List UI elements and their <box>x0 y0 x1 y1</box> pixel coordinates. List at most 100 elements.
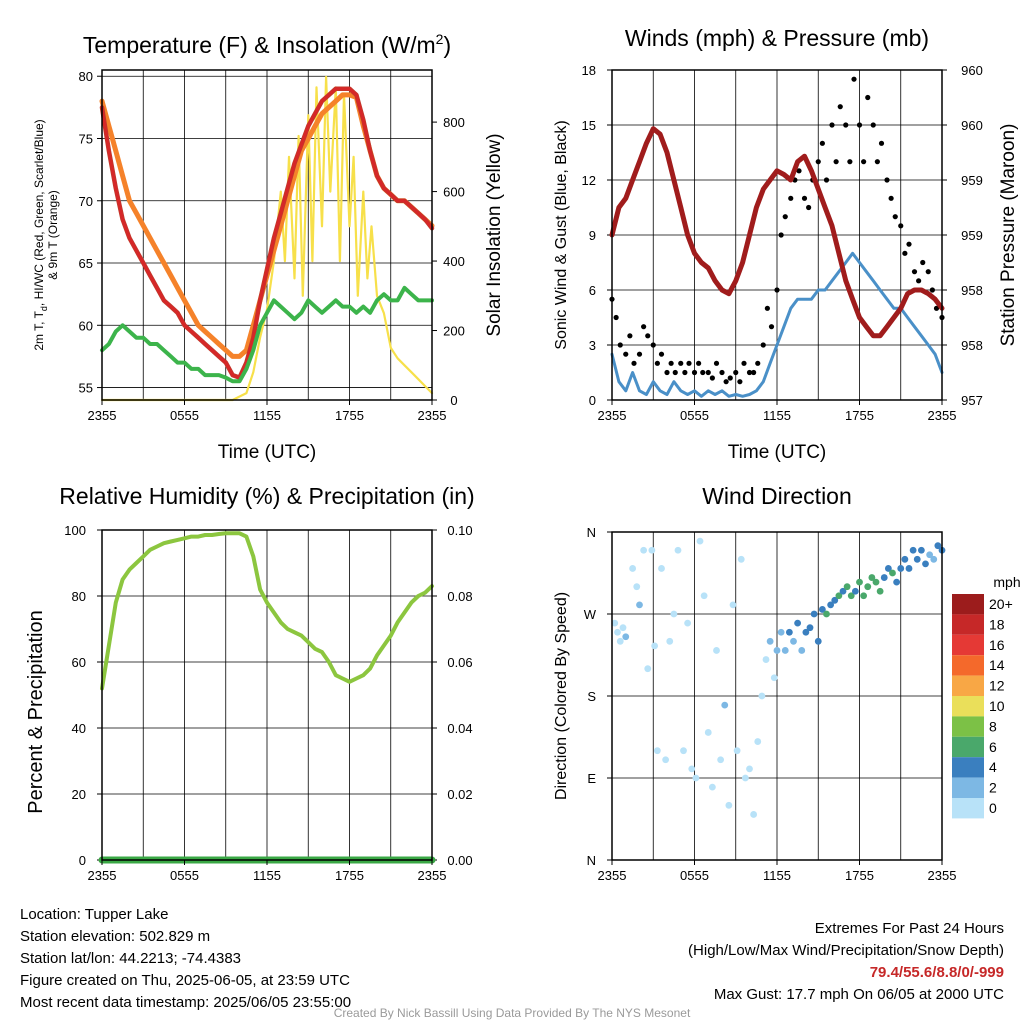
direction-ylabel-left: Direction (Colored By Speed) <box>553 592 570 800</box>
dir-ytick-label: E <box>587 771 596 786</box>
direction-point <box>864 583 872 591</box>
wind-xtick-label: 2355 <box>598 408 627 423</box>
gust-point <box>819 140 825 146</box>
gust-point <box>760 342 766 348</box>
gust-point <box>829 122 835 128</box>
latlon-text: Station lat/lon: 44.2213; -74.4383 <box>20 950 242 967</box>
wind-ytick-label: 9 <box>589 228 596 243</box>
gust-point <box>658 351 665 357</box>
temp-ytick-label: 70 <box>79 194 93 209</box>
direction-point <box>713 647 720 654</box>
dir-xtick-label: 2355 <box>598 868 627 883</box>
gust-point <box>755 360 761 366</box>
gust-point <box>700 369 706 376</box>
direction-point <box>785 628 793 636</box>
legend-swatch <box>952 736 984 758</box>
rh-ytick-label: 20 <box>72 787 86 802</box>
gust-point <box>865 94 871 101</box>
direction-point <box>781 647 789 654</box>
rh-ytick-label: 80 <box>72 589 86 604</box>
rh-xtick-label: 0555 <box>170 868 199 883</box>
legend-swatch <box>952 614 984 635</box>
direction-point <box>653 747 661 755</box>
gust-point <box>751 369 757 376</box>
rh-y2tick-label: 0.08 <box>447 589 472 604</box>
wind-xlabel: Time (UTC) <box>728 442 827 463</box>
credit-text: Created By Nick Bassill Using Data Provi… <box>333 1006 691 1020</box>
gust-point <box>654 360 660 366</box>
gust-point <box>627 333 633 339</box>
direction-point <box>770 674 778 682</box>
gust-point <box>774 287 780 293</box>
gust-point <box>920 259 926 266</box>
dir-xtick-label: 1755 <box>845 868 874 883</box>
dir-ytick-label: W <box>584 607 597 622</box>
direction-point <box>913 555 921 563</box>
rh-xtick-label: 1155 <box>253 868 281 883</box>
temp-y2tick-label: 400 <box>443 254 465 269</box>
gust-point <box>764 305 770 311</box>
temp-ylabel-sub: d <box>39 306 49 311</box>
direction-point <box>794 619 802 627</box>
gust-point <box>636 351 643 357</box>
direction-point <box>889 569 896 577</box>
direction-point <box>798 647 806 654</box>
dir-xtick-label: 0555 <box>680 868 709 883</box>
gust-point <box>888 195 894 201</box>
gust-point <box>746 369 753 376</box>
direction-point <box>814 637 822 645</box>
temp-title-main: Temperature (F) & Insolation (W/m <box>83 32 436 58</box>
temp-y2tick-label: 800 <box>443 115 465 130</box>
gust-point <box>861 159 867 165</box>
rh-ytick-label: 60 <box>72 655 86 670</box>
gust-point <box>801 195 808 201</box>
direction-point <box>851 587 859 595</box>
direction-point <box>633 583 641 591</box>
extremes-info: Extremes For Past 24 Hours (High/Low/Max… <box>688 918 1004 1006</box>
temp-ylabel-right: Solar Insolation (Yellow) <box>484 133 505 336</box>
legend-swatch <box>952 594 984 615</box>
dir-xtick-label: 1155 <box>763 868 791 883</box>
dir-xtick-label: 2355 <box>928 868 957 883</box>
gust-point <box>668 360 674 366</box>
created-text: Figure created on Thu, 2025-06-05, at 23… <box>20 972 350 989</box>
direction-point <box>823 610 830 618</box>
direction-point <box>684 619 692 627</box>
gust-point <box>911 269 918 275</box>
elevation-text: Station elevation: 502.829 m <box>20 928 211 945</box>
legend-swatch <box>952 655 984 676</box>
legend-label: 0 <box>989 800 997 816</box>
temp-ylabel-left-line2: & 9m T (Orange) <box>46 190 60 280</box>
wind-y2tick-label: 960 <box>961 118 983 133</box>
direction-point <box>737 555 745 563</box>
gust-point <box>631 360 637 366</box>
direction-point <box>880 574 888 581</box>
direction-point <box>802 628 810 636</box>
direction-point <box>700 592 708 600</box>
speed-legend: mph 20+ 18 16 14 12 10 8 6 4 2 0 <box>952 574 1021 819</box>
direction-point <box>905 565 913 572</box>
wind-ylabel-right: Station Pressure (Maroon) <box>998 124 1019 347</box>
dewpoint-line <box>100 285 434 384</box>
gust-point <box>727 375 733 381</box>
gust-point <box>645 333 651 339</box>
direction-point <box>856 578 863 586</box>
direction-title: Wind Direction <box>702 483 852 509</box>
wind-line <box>610 251 944 398</box>
direction-point <box>839 587 847 595</box>
wind-chart: 0 957 3 958 6 958 9 959 12 959 15 960 18 960 2355 0555 1… <box>553 25 1019 463</box>
direction-point <box>847 592 855 600</box>
direction-point <box>725 801 733 809</box>
legend-label: 14 <box>989 657 1005 673</box>
gust-point <box>874 159 880 165</box>
direction-point <box>658 565 665 572</box>
wind-xtick-label: 1155 <box>763 408 791 423</box>
direction-point <box>930 555 938 563</box>
gust-point <box>902 250 908 256</box>
wind-ytick-label: 3 <box>589 338 596 353</box>
gust-point <box>856 122 863 128</box>
legend-swatch <box>952 798 984 819</box>
gust-point <box>723 379 729 385</box>
direction-point <box>629 565 637 572</box>
